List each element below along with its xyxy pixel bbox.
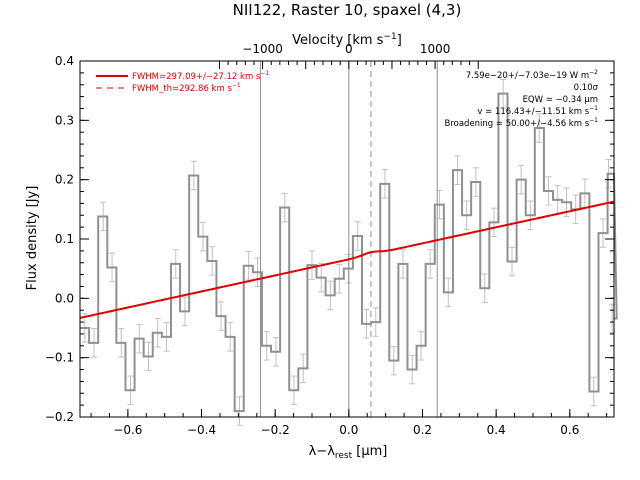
y-tick-label: 0.0 <box>55 291 74 305</box>
fit-annotations: 7.59e−20+/−7.03e−19 W m−2 0.10σ EQW = −0… <box>445 69 599 129</box>
reference-lines-group <box>259 61 438 417</box>
x-tick-label: 0.0 <box>339 423 358 437</box>
chart-title: NII122, Raster 10, spaxel (4,3) <box>233 1 462 19</box>
x-tick-label: −0.4 <box>187 423 216 437</box>
x-tick-label: 0.6 <box>560 423 579 437</box>
top-tick-label: 1000 <box>420 42 451 56</box>
annotation-eqw: EQW = −0.34 μm <box>523 95 598 105</box>
y-axis-label: Flux density [Jy] <box>25 186 40 291</box>
fit-group <box>79 200 615 319</box>
spectrum-group <box>80 92 618 413</box>
x-tick-label: 0.2 <box>413 423 432 437</box>
legend: FWHM=297.09+/−27.12 km s−1 FWHM_th=292.8… <box>96 70 269 94</box>
top-axis-label: Velocity [km s−1] <box>292 32 402 48</box>
annotation-broadening: Broadening = 50.00+/−4.56 km s−1 <box>445 117 599 129</box>
fit-line <box>79 200 615 319</box>
y-tick-label: 0.1 <box>55 232 74 246</box>
x-axis-label: λ−λrest [μm] <box>309 444 388 461</box>
x-tick-label: −0.2 <box>261 423 290 437</box>
axes-frame-group: −0.6 −0.4 −0.2 0.0 0.2 0.4 0.6 −0.2 −0.1 0.0 0.1 0.… <box>45 42 615 437</box>
y-tick-label: 0.2 <box>55 173 74 187</box>
legend-fwhm-th: FWHM_th=292.86 km s−1 <box>132 82 241 94</box>
annotation-velocity: v = 116.43+/−11.51 km s−1 <box>477 105 598 117</box>
top-tick-label: 0 <box>345 42 353 56</box>
top-tick-label: −1000 <box>242 42 283 56</box>
x-tick-label: 0.4 <box>487 423 506 437</box>
y-tick-label: −0.1 <box>45 351 74 365</box>
y-tick-label: −0.2 <box>45 410 74 424</box>
y-tick-label: 0.3 <box>55 113 74 127</box>
y-tick-label: 0.4 <box>55 54 74 68</box>
spectrum-line <box>80 92 618 413</box>
annotation-flux: 7.59e−20+/−7.03e−19 W m−2 <box>466 69 598 81</box>
legend-fwhm: FWHM=297.09+/−27.12 km s−1 <box>132 70 269 82</box>
annotation-sigma: 0.10σ <box>574 83 599 93</box>
x-tick-label: −0.6 <box>113 423 142 437</box>
